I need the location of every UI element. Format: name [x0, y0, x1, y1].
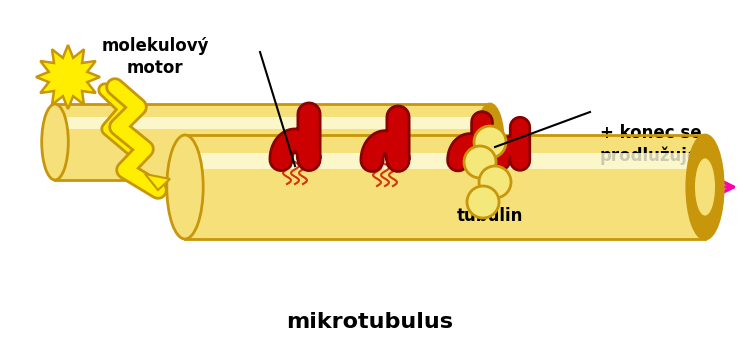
- Ellipse shape: [167, 135, 203, 239]
- Ellipse shape: [687, 135, 723, 239]
- Bar: [55, 117, 490, 129]
- Text: + konec se
prodlužuje: + konec se prodlužuje: [600, 124, 702, 165]
- Bar: [185, 153, 705, 169]
- Ellipse shape: [477, 104, 503, 180]
- Ellipse shape: [474, 126, 506, 158]
- Bar: [185, 135, 705, 239]
- Ellipse shape: [479, 166, 511, 198]
- Ellipse shape: [467, 186, 499, 218]
- Ellipse shape: [464, 146, 496, 178]
- Polygon shape: [145, 174, 170, 190]
- Ellipse shape: [42, 104, 68, 180]
- Ellipse shape: [695, 158, 715, 215]
- Text: tubulin: tubulin: [457, 207, 523, 225]
- Ellipse shape: [483, 121, 497, 163]
- Polygon shape: [36, 45, 100, 109]
- Text: molekulový
motor: molekulový motor: [101, 37, 209, 77]
- Text: mikrotubulus: mikrotubulus: [286, 312, 454, 332]
- Bar: [55, 104, 490, 180]
